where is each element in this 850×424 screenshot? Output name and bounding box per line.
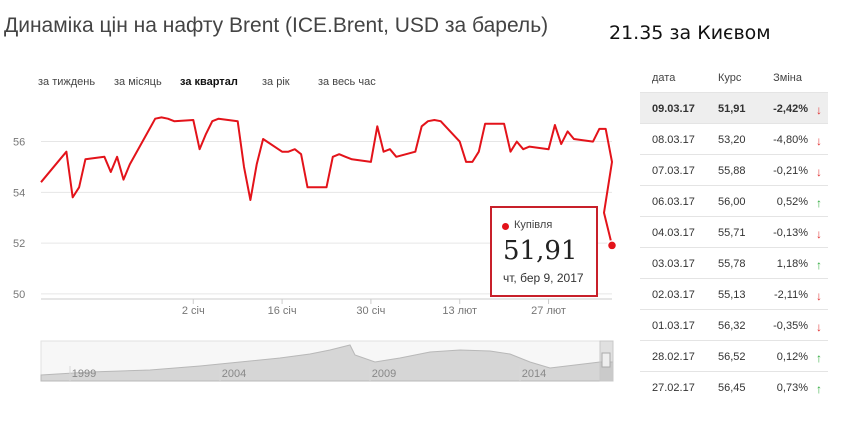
arrow-up-icon: ↑ bbox=[816, 258, 822, 272]
price-chart: 50 52 54 56 2 січ 16 січ 30 січ 13 лют 27 лют 1… bbox=[13, 116, 618, 382]
tooltip-value: 51,91 bbox=[503, 236, 578, 266]
row-change: -2,42% bbox=[773, 103, 808, 115]
arrow-up-icon: ↑ bbox=[816, 196, 822, 210]
row-date: 27.02.17 bbox=[652, 382, 695, 394]
row-change: -2,11% bbox=[773, 289, 808, 301]
y-axis-ticks: 50 52 54 56 bbox=[13, 137, 25, 301]
chart-tooltip: Купівля 51,91 чт, бер 9, 2017 bbox=[490, 206, 598, 297]
x-axis-ticks: 2 січ 16 січ 30 січ 13 лют 27 лют bbox=[182, 299, 566, 317]
arrow-down-icon: ↓ bbox=[816, 103, 822, 117]
x-tick-label: 27 лют bbox=[531, 305, 566, 317]
header-rate: Курс bbox=[718, 72, 742, 84]
navigator-year-label: 2009 bbox=[372, 368, 396, 380]
x-tick-label: 2 січ bbox=[182, 305, 205, 317]
x-tick-label: 30 січ bbox=[356, 305, 385, 317]
y-tick-label: 54 bbox=[13, 187, 25, 199]
row-rate: 55,78 bbox=[718, 258, 746, 270]
arrow-down-icon: ↓ bbox=[816, 227, 822, 241]
arrow-up-icon: ↑ bbox=[816, 351, 822, 365]
row-date: 07.03.17 bbox=[652, 165, 695, 177]
table-row: 06.03.17 56,00 0,52% ↑ bbox=[640, 185, 828, 216]
tooltip-series-dot bbox=[502, 223, 509, 230]
header-change: Зміна bbox=[773, 72, 802, 84]
row-date: 09.03.17 bbox=[652, 103, 695, 115]
range-navigator[interactable]: 1999 2004 2009 2014 bbox=[40, 340, 614, 382]
tooltip-series-name: Купівля bbox=[514, 219, 553, 231]
arrow-up-icon: ↑ bbox=[816, 382, 822, 396]
arrow-down-icon: ↓ bbox=[816, 165, 822, 179]
row-rate: 53,20 bbox=[718, 134, 746, 146]
row-rate: 56,52 bbox=[718, 351, 746, 363]
row-date: 01.03.17 bbox=[652, 320, 695, 332]
row-rate: 56,00 bbox=[718, 196, 746, 208]
row-change: -0,35% bbox=[773, 320, 808, 332]
table-row: 01.03.17 56,32 -0,35% ↓ bbox=[640, 309, 828, 340]
highlight-point bbox=[606, 240, 618, 251]
navigator-handle bbox=[601, 352, 611, 368]
table-row: 03.03.17 55,78 1,18% ↑ bbox=[640, 247, 828, 278]
row-date: 02.03.17 bbox=[652, 289, 695, 301]
tab-quarter[interactable]: за квартал bbox=[180, 76, 238, 88]
y-tick-label: 52 bbox=[13, 238, 25, 250]
table-row: 28.02.17 56,52 0,12% ↑ bbox=[640, 340, 828, 371]
row-change: -4,80% bbox=[773, 134, 808, 146]
table-row: 04.03.17 55,71 -0,13% ↓ bbox=[640, 216, 828, 247]
row-change: -0,21% bbox=[773, 165, 808, 177]
series-layer bbox=[40, 116, 618, 251]
row-change: 0,52% bbox=[776, 196, 808, 208]
row-rate: 56,45 bbox=[718, 382, 746, 394]
tab-month[interactable]: за місяць bbox=[114, 76, 162, 88]
row-rate: 55,88 bbox=[718, 165, 746, 177]
table-row: 02.03.17 55,13 -2,11% ↓ bbox=[640, 278, 828, 309]
tab-year[interactable]: за рік bbox=[262, 76, 290, 88]
row-date: 04.03.17 bbox=[652, 227, 695, 239]
table-row: 07.03.17 55,88 -0,21% ↓ bbox=[640, 154, 828, 185]
tab-week[interactable]: за тиждень bbox=[38, 76, 96, 88]
x-tick-label: 13 лют bbox=[442, 305, 477, 317]
rate-table-header: дата Курс Зміна bbox=[640, 64, 828, 92]
row-rate: 55,13 bbox=[718, 289, 746, 301]
row-rate: 55,71 bbox=[718, 227, 746, 239]
tooltip-date: чт, бер 9, 2017 bbox=[503, 271, 584, 285]
navigator-year-label: 2014 bbox=[522, 368, 546, 380]
y-tick-label: 56 bbox=[13, 137, 25, 149]
row-change: -0,13% bbox=[773, 227, 808, 239]
row-date: 03.03.17 bbox=[652, 258, 695, 270]
row-change: 1,18% bbox=[776, 258, 808, 270]
header-date: дата bbox=[652, 72, 676, 84]
table-row: 08.03.17 53,20 -4,80% ↓ bbox=[640, 123, 828, 154]
row-change: 0,12% bbox=[776, 351, 808, 363]
row-date: 08.03.17 bbox=[652, 134, 695, 146]
row-date: 06.03.17 bbox=[652, 196, 695, 208]
series-line-kupivlia bbox=[40, 116, 613, 246]
arrow-down-icon: ↓ bbox=[816, 320, 822, 334]
row-rate: 56,32 bbox=[718, 320, 746, 332]
y-tick-label: 50 bbox=[13, 289, 25, 301]
arrow-down-icon: ↓ bbox=[816, 289, 822, 303]
table-row: 09.03.17 51,91 -2,42% ↓ bbox=[640, 92, 828, 123]
table-row: 27.02.17 56,45 0,73% ↑ bbox=[640, 371, 828, 402]
navigator-year-label: 1999 bbox=[72, 368, 96, 380]
rate-table: дата Курс Зміна 09.03.17 51,91 -2,42% ↓ 08.0… bbox=[640, 64, 828, 402]
x-tick-label: 16 січ bbox=[268, 305, 297, 317]
arrow-down-icon: ↓ bbox=[816, 134, 822, 148]
row-date: 28.02.17 bbox=[652, 351, 695, 363]
tab-all-time[interactable]: за весь час bbox=[318, 76, 376, 88]
navigator-year-label: 2004 bbox=[222, 368, 246, 380]
rate-table-body: 09.03.17 51,91 -2,42% ↓ 08.03.17 53,20 -4,80% ↓… bbox=[640, 92, 828, 402]
kyiv-time-note: 21.35 за Києвом bbox=[609, 22, 771, 44]
row-rate: 51,91 bbox=[718, 103, 746, 115]
page-title: Динаміка цін на нафту Brent (ICE.Brent, … bbox=[4, 14, 549, 37]
row-change: 0,73% bbox=[776, 382, 808, 394]
